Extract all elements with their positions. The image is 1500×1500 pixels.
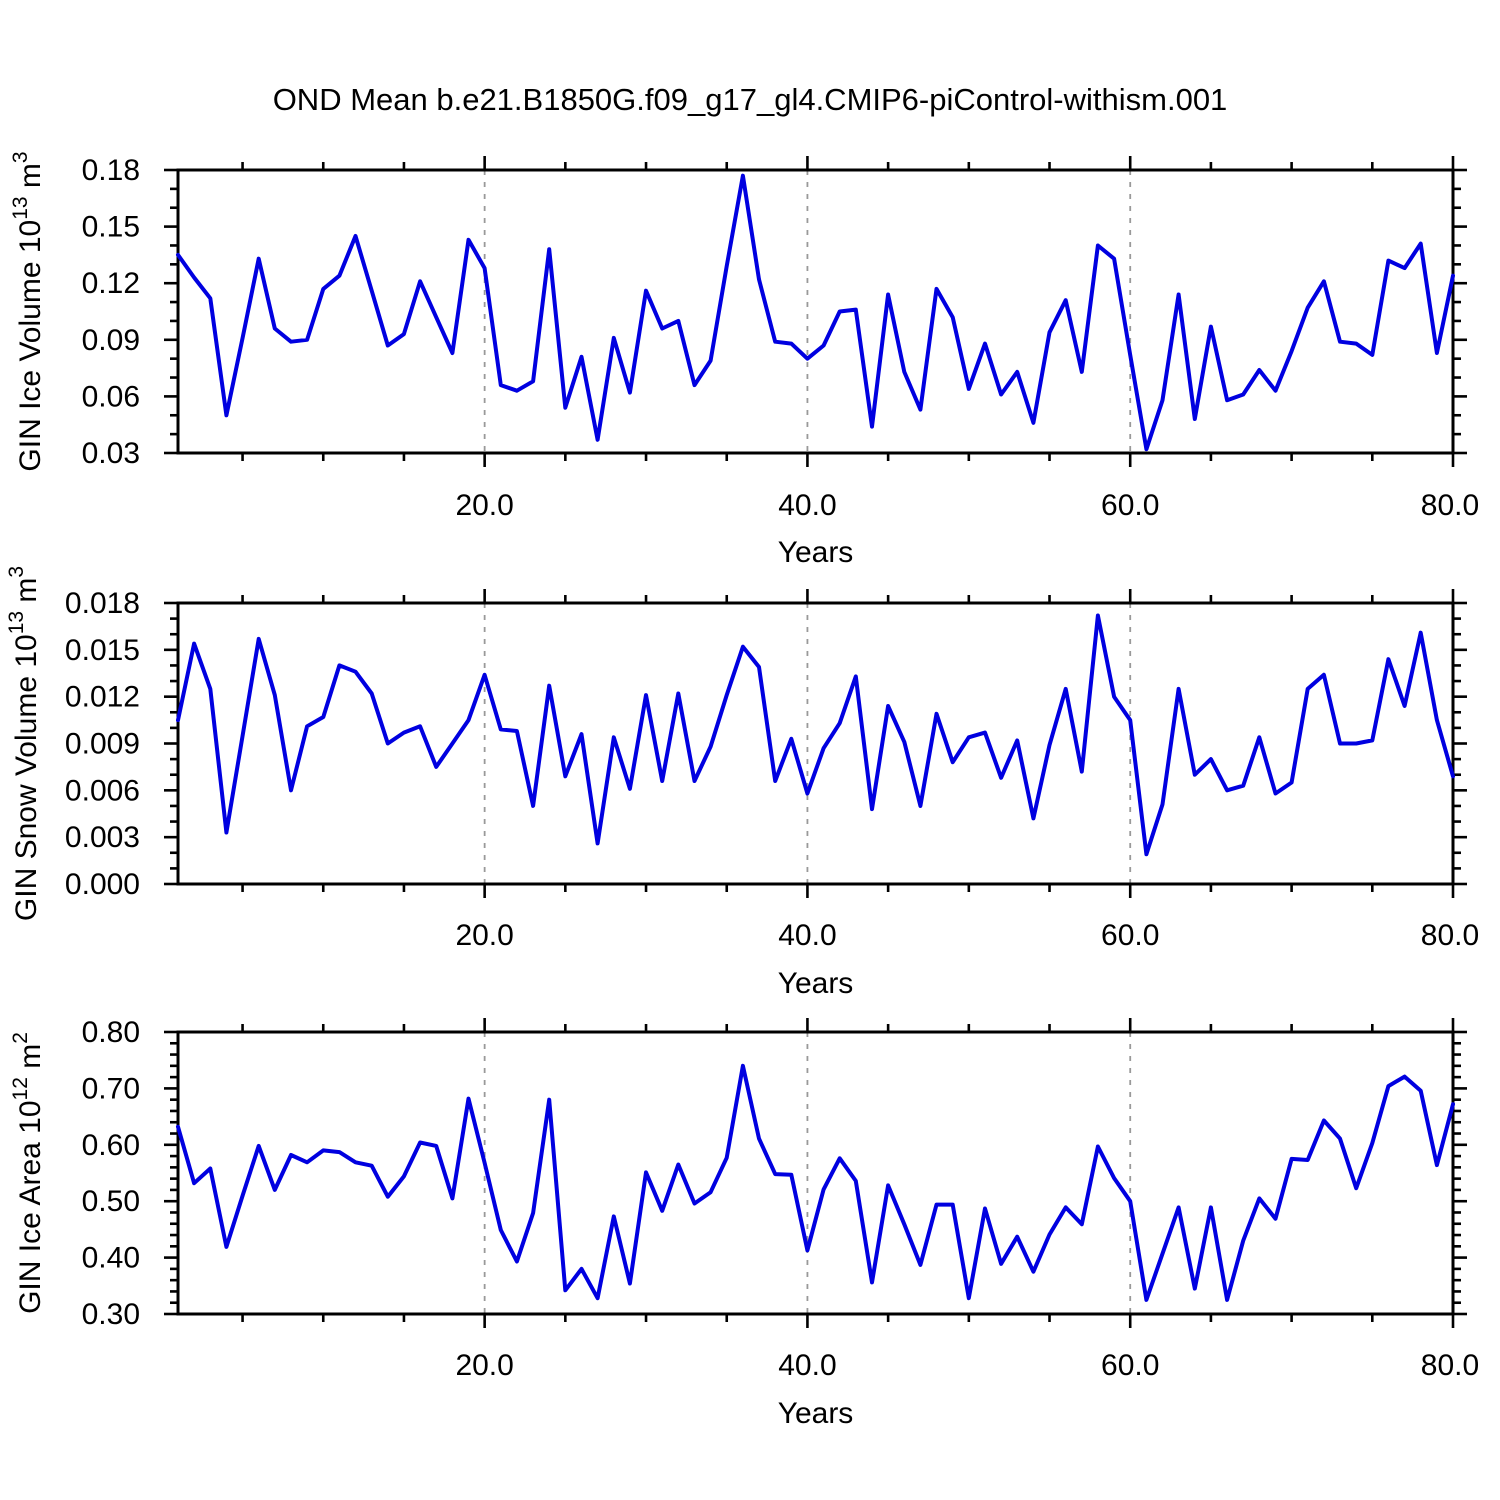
svg-text:20.0: 20.0 (455, 1349, 513, 1382)
svg-text:0.60: 0.60 (82, 1129, 140, 1162)
svg-text:0.80: 0.80 (82, 1016, 140, 1049)
x-axis-title: Years (778, 536, 854, 569)
svg-text:80.0: 80.0 (1421, 919, 1479, 952)
svg-text:0.015: 0.015 (65, 634, 140, 667)
data-line-gin-snow-volume (176, 613, 1455, 857)
svg-text:0.012: 0.012 (65, 681, 140, 714)
svg-text:0.12: 0.12 (82, 267, 140, 300)
svg-text:20.0: 20.0 (455, 489, 513, 522)
panel-ice-area-plot: 0.30 0.40 0.50 0.60 0.70 0.80 20.0 40.0 60.0 80.0… (9, 1016, 1479, 1430)
y-axis-title: GIN Ice Volume 1013 m3 (9, 151, 47, 471)
svg-text:0.003: 0.003 (65, 821, 140, 854)
figure-title: OND Mean b.e21.B1850G.f09_g17_gl4.CMIP6-… (272, 82, 1228, 117)
y-axis-title: GIN Ice Area 1012 m2 (9, 1032, 47, 1314)
panel-snow-volume-plot: 0.000 0.003 0.006 0.009 0.012 0.015 0.018 20.0 4… (5, 566, 1479, 1000)
svg-text:0.006: 0.006 (65, 774, 140, 807)
svg-text:0.50: 0.50 (82, 1185, 140, 1218)
axis-ticks (164, 589, 1467, 898)
svg-text:0.15: 0.15 (82, 211, 140, 244)
svg-text:40.0: 40.0 (778, 489, 836, 522)
svg-text:0.000: 0.000 (65, 868, 140, 901)
x-axis-title: Years (778, 967, 854, 1000)
panel-ice-volume-plot: 0.03 0.06 0.09 0.12 0.15 0.18 20.0 40.0 60.0 80.0… (9, 151, 1479, 569)
data-line-gin-ice-volume (176, 173, 1455, 452)
svg-text:0.30: 0.30 (82, 1298, 140, 1331)
plot-frame (176, 1030, 1455, 1316)
svg-text:80.0: 80.0 (1421, 1349, 1479, 1382)
x-tick-labels: 20.0 40.0 60.0 80.0 (455, 489, 1479, 522)
x-tick-labels: 20.0 40.0 60.0 80.0 (455, 919, 1479, 952)
svg-text:0.06: 0.06 (82, 380, 140, 413)
svg-text:0.18: 0.18 (82, 154, 140, 187)
svg-text:0.70: 0.70 (82, 1072, 140, 1105)
y-tick-labels: 0.30 0.40 0.50 0.60 0.70 0.80 (82, 1016, 140, 1331)
svg-text:60.0: 60.0 (1101, 919, 1159, 952)
axis-ticks (164, 1018, 1467, 1328)
svg-text:0.09: 0.09 (82, 324, 140, 357)
y-tick-labels: 0.03 0.06 0.09 0.12 0.15 0.18 (82, 154, 140, 470)
svg-text:0.018: 0.018 (65, 587, 140, 620)
svg-text:0.03: 0.03 (82, 437, 140, 470)
gridlines (483, 170, 1132, 453)
axis-ticks (164, 156, 1467, 467)
x-axis-title: Years (778, 1397, 854, 1430)
y-tick-labels: 0.000 0.003 0.006 0.009 0.012 0.015 0.018 (65, 587, 140, 901)
plot-frame (176, 168, 1455, 455)
data-line-gin-ice-area (176, 1063, 1455, 1302)
svg-text:20.0: 20.0 (455, 919, 513, 952)
svg-text:0.40: 0.40 (82, 1242, 140, 1275)
svg-text:80.0: 80.0 (1421, 489, 1479, 522)
svg-text:0.009: 0.009 (65, 728, 140, 761)
svg-text:40.0: 40.0 (778, 919, 836, 952)
y-axis-title: GIN Snow Volume 1013 m3 (5, 566, 43, 921)
svg-text:60.0: 60.0 (1101, 489, 1159, 522)
svg-text:60.0: 60.0 (1101, 1349, 1159, 1382)
svg-text:40.0: 40.0 (778, 1349, 836, 1382)
x-tick-labels: 20.0 40.0 60.0 80.0 (455, 1349, 1479, 1382)
